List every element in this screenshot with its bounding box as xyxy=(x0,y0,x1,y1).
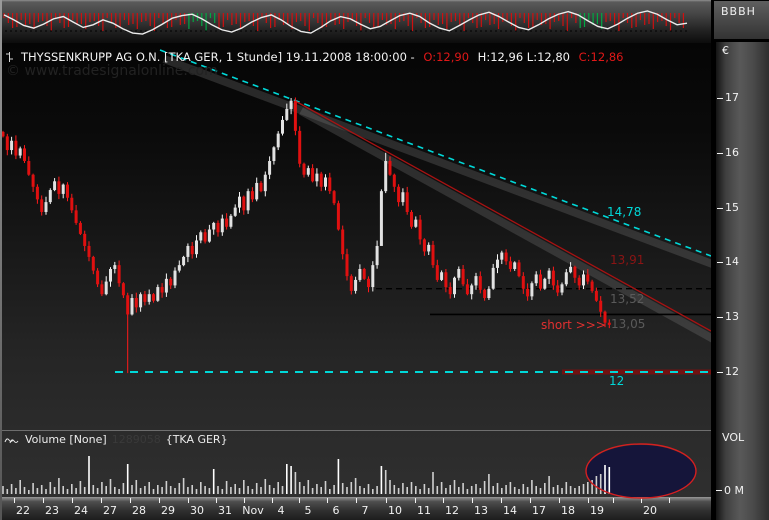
date-axis[interactable]: 22 23 24 27 28 29 30 31 Nov 4 5 6 7 10 11 12 13 14 17 18 19 2… xyxy=(0,497,711,520)
chart-type-icon xyxy=(6,51,13,62)
price-tick xyxy=(717,98,723,99)
corner-text: BBBH xyxy=(721,5,756,18)
candlestick-canvas[interactable] xyxy=(0,43,711,430)
price-tick xyxy=(717,372,723,373)
volume-zero-label: 0 M xyxy=(724,484,744,497)
volume-label: Volume [None] xyxy=(25,433,107,446)
date-tick xyxy=(669,498,670,503)
date-tick xyxy=(501,498,502,503)
volume-panel[interactable]: Volume [None] 1289058 {TKA GER} xyxy=(0,430,711,498)
high-low-values: H:12,96 L:12,80 xyxy=(474,49,574,64)
corner-panel: BBBH xyxy=(713,0,769,42)
date-tick xyxy=(188,498,189,503)
short-signal-label: short >>> xyxy=(541,318,606,332)
lower-trendline-value: 13,91 xyxy=(610,253,645,267)
price-tick-label: 16 xyxy=(725,145,739,159)
price-tick-label: 17 xyxy=(725,91,739,104)
date-tick-label: Nov xyxy=(242,504,264,517)
volume-symbol: {TKA GER} xyxy=(165,433,228,446)
price-tick-label: 14 xyxy=(725,255,739,269)
date-tick-label: 10 xyxy=(388,504,402,517)
price-tick-label: 12 xyxy=(725,365,739,378)
window-left-edge xyxy=(0,0,2,520)
indicator-wave-icon xyxy=(4,437,19,443)
date-tick xyxy=(327,498,328,503)
date-tick xyxy=(130,498,131,503)
date-tick xyxy=(443,498,444,503)
date-tick-label: 27 xyxy=(103,504,117,517)
date-tick xyxy=(356,498,357,503)
date-tick xyxy=(72,498,73,503)
resistance-value: 13,52 xyxy=(610,292,645,306)
date-tick xyxy=(299,498,300,503)
date-tick-label: 18 xyxy=(561,504,575,517)
date-tick-label: 22 xyxy=(16,504,30,517)
date-tick-label: 28 xyxy=(132,504,146,517)
price-tick xyxy=(717,317,723,319)
date-tick-label: 7 xyxy=(361,504,369,517)
level-12-label: 12 xyxy=(609,374,625,388)
price-tick xyxy=(717,262,723,264)
date-tick-label: 24 xyxy=(74,504,88,517)
price-tick xyxy=(717,207,723,209)
date-tick-label: 13 xyxy=(474,504,488,517)
date-tick-label: 6 xyxy=(332,504,340,517)
date-tick xyxy=(641,498,642,503)
upper-trendline-value: 14,78 xyxy=(607,205,642,219)
date-tick xyxy=(530,498,531,503)
navigator-canvas[interactable] xyxy=(0,0,711,43)
price-tick-label: 13 xyxy=(725,310,739,324)
date-tick xyxy=(559,498,560,503)
watermark: © www.tradesignalonline.com xyxy=(6,63,218,79)
volume-value: 1289058 xyxy=(111,433,161,446)
open-value: O:12,90 xyxy=(423,49,470,64)
date-tick-label: 14 xyxy=(503,504,517,517)
volume-zero-tick xyxy=(716,490,722,491)
price-tick-label: 15 xyxy=(725,200,739,214)
volume-axis-title: VOL xyxy=(722,431,745,444)
date-tick-label: 19 xyxy=(590,504,604,517)
date-tick-label: 17 xyxy=(532,504,546,517)
date-tick-label: 5 xyxy=(304,504,312,517)
date-tick-label: 11 xyxy=(417,504,431,517)
chart-title-row: THYSSENKRUPP AG O.N. [TKA GER, 1 Stunde]… xyxy=(4,49,624,64)
date-tick-label: 23 xyxy=(45,504,59,517)
date-tick xyxy=(272,498,273,503)
currency-symbol: € xyxy=(722,44,729,57)
date-tick-label: 12 xyxy=(445,504,459,517)
date-tick-label: 30 xyxy=(190,504,204,517)
date-tick xyxy=(386,498,387,503)
chart-title: THYSSENKRUPP AG O.N. [TKA GER, 1 Stunde]… xyxy=(21,49,419,64)
date-tick xyxy=(588,498,589,503)
date-tick xyxy=(101,498,102,503)
date-tick-label: 20 xyxy=(643,504,657,517)
support-value: 13,05 xyxy=(611,317,646,331)
date-tick-label: 31 xyxy=(218,504,232,517)
date-tick xyxy=(159,498,160,503)
date-tick-label: 29 xyxy=(161,504,175,517)
close-value: C:12,86 xyxy=(578,49,624,64)
date-tick-label: 4 xyxy=(277,504,285,517)
date-tick xyxy=(613,498,614,503)
price-axis[interactable] xyxy=(716,40,769,520)
right-axis-column: BBBH € VOL 0 M 17 16 15 14 13 12 xyxy=(711,0,769,520)
volume-header: Volume [None] 1289058 {TKA GER} xyxy=(4,433,228,446)
main-chart-panel[interactable]: THYSSENKRUPP AG O.N. [TKA GER, 1 Stunde]… xyxy=(0,43,711,430)
price-tick xyxy=(717,152,723,154)
date-tick xyxy=(244,498,245,503)
date-tick xyxy=(43,498,44,503)
date-tick xyxy=(14,498,15,503)
chart-navigator[interactable] xyxy=(0,0,711,45)
date-tick xyxy=(216,498,217,503)
date-tick xyxy=(472,498,473,503)
date-tick xyxy=(415,498,416,503)
